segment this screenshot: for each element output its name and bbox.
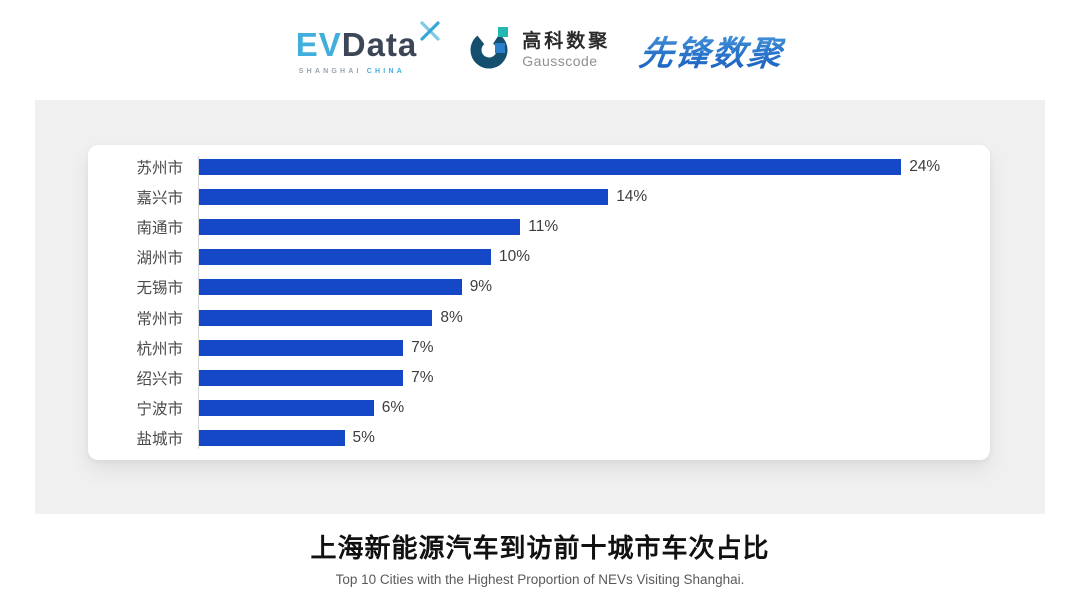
value-label: 9% [469, 278, 493, 296]
chart-title: 上海新能源汽车到访前十城市车次占比 [310, 533, 770, 563]
bar-track: 7% [198, 363, 990, 393]
bar-track: 14% [198, 182, 990, 212]
chart-row: 杭州市 7% [88, 333, 990, 363]
value-label: 11% [528, 218, 559, 236]
bar [198, 279, 462, 296]
bar [198, 429, 345, 446]
bar [198, 369, 404, 386]
gausscode-g-icon [469, 26, 513, 75]
category-label: 嘉兴市 [136, 190, 183, 208]
evdata-tagline-china: CHINA [366, 67, 405, 75]
evdata-star-icon [419, 20, 441, 47]
category-label: 苏州市 [136, 160, 183, 178]
value-label: 10% [499, 248, 531, 266]
bar [198, 159, 902, 176]
gausscode-logo: 高科数聚 Gausscode [469, 26, 610, 75]
caption: 上海新能源汽车到访前十城市车次占比 Top 10 Cities with the… [0, 528, 1080, 587]
bar [198, 309, 433, 326]
bar-track: 6% [198, 393, 990, 423]
category-label: 湖州市 [136, 250, 183, 268]
value-label: 5% [352, 428, 375, 446]
evdata-tagline-shanghai: SHANGHAI [298, 67, 362, 75]
bar-chart: 苏州市 24% 嘉兴市 14% 南通市 11% 湖州市 10% 无锡市 9% 常州市 8% 杭州市 7% 绍… [88, 152, 990, 453]
value-label: 7% [411, 338, 434, 356]
logo-bar: EV Data SHANGHAI CHINA 高科数聚 Gausscode [0, 0, 1080, 100]
gausscode-cn-text: 高科数聚 [522, 31, 611, 52]
bar-track: 11% [198, 212, 990, 242]
gausscode-en-text: Gausscode [522, 53, 598, 69]
evdata-logo: EV Data SHANGHAI CHINA [295, 20, 440, 75]
value-label: 6% [381, 398, 405, 416]
chart-subtitle: Top 10 Cities with the Highest Proportio… [335, 572, 745, 587]
chart-row: 宁波市 6% [88, 393, 990, 423]
bar-track: 7% [198, 333, 990, 363]
chart-row: 无锡市 9% [88, 272, 990, 302]
chart-row: 南通市 11% [88, 212, 990, 242]
chart-row: 嘉兴市 14% [88, 182, 990, 212]
chart-row: 湖州市 10% [88, 242, 990, 272]
evdata-wordmark: EV Data [295, 20, 440, 64]
category-label: 常州市 [136, 310, 183, 328]
bar-track: 24% [198, 152, 990, 182]
chart-row: 常州市 8% [88, 302, 990, 332]
category-label: 宁波市 [136, 400, 183, 418]
value-label: 7% [411, 368, 434, 386]
chart-row: 盐城市 5% [88, 423, 990, 453]
bar [198, 399, 374, 416]
evdata-data-text: Data [341, 25, 418, 63]
chart-card: 苏州市 24% 嘉兴市 14% 南通市 11% 湖州市 10% 无锡市 9% 常州市 8% 杭州市 7% 绍… [88, 145, 990, 460]
bar-track: 10% [198, 242, 990, 272]
value-label: 8% [440, 308, 463, 326]
gausscode-wordmark: 高科数聚 Gausscode [522, 32, 610, 68]
bar [198, 189, 609, 206]
evdata-ev-text: EV [295, 25, 342, 63]
bar-track: 8% [198, 302, 990, 332]
bar-track: 5% [198, 423, 990, 453]
pioneer-logo: 先锋数聚 [637, 26, 788, 75]
bar [198, 339, 404, 356]
chart-row: 苏州市 24% [88, 152, 990, 182]
chart-row: 绍兴市 7% [88, 363, 990, 393]
value-label: 14% [616, 188, 648, 206]
category-label: 绍兴市 [136, 370, 183, 388]
category-label: 杭州市 [136, 340, 183, 358]
category-label: 南通市 [136, 220, 183, 238]
value-label: 24% [909, 158, 941, 176]
category-label: 盐城市 [136, 430, 183, 448]
chart-panel: 苏州市 24% 嘉兴市 14% 南通市 11% 湖州市 10% 无锡市 9% 常州市 8% 杭州市 7% 绍… [35, 100, 1045, 514]
evdata-tagline: SHANGHAI CHINA [296, 68, 405, 75]
bar-track: 9% [198, 272, 990, 302]
bar [198, 219, 521, 236]
category-label: 无锡市 [136, 280, 183, 298]
bar [198, 249, 491, 266]
